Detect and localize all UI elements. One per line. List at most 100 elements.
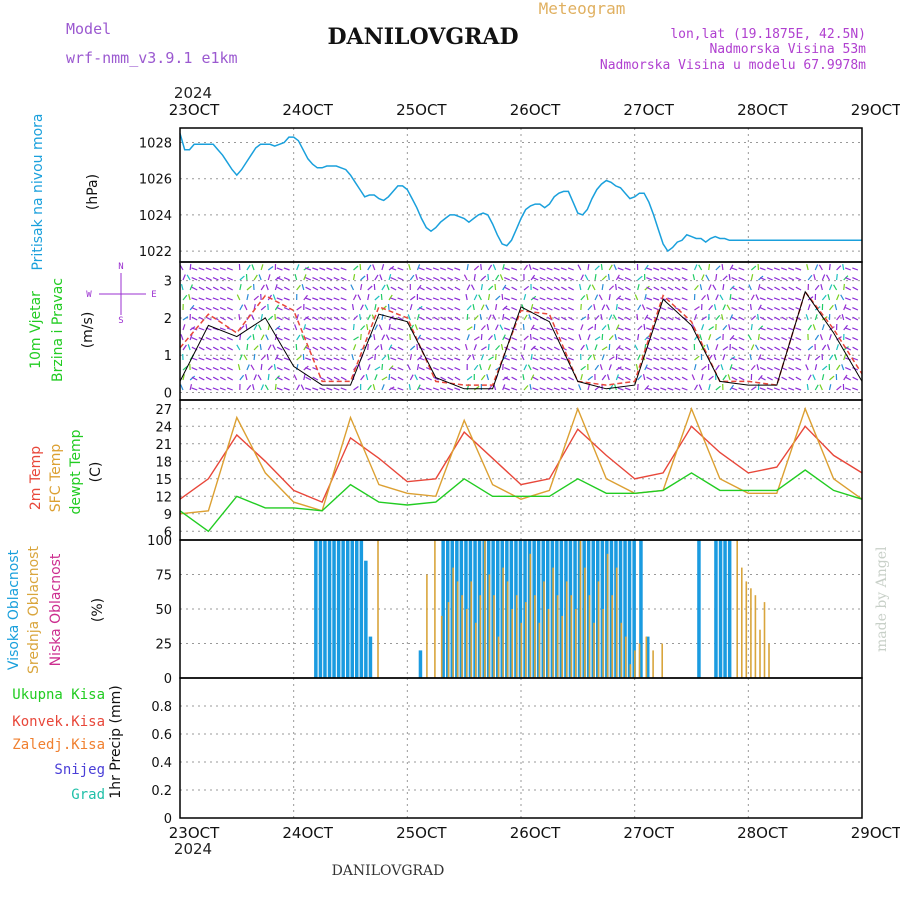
wind-arrow xyxy=(374,295,380,301)
wind-arrow xyxy=(226,277,233,281)
wind-arrow xyxy=(539,307,546,311)
wind-arrow xyxy=(182,274,186,281)
wind-arrow xyxy=(312,267,319,271)
wind-arrow xyxy=(366,323,369,331)
wind-arrow xyxy=(729,294,732,301)
wind-arrow xyxy=(750,265,757,271)
wind-arrow xyxy=(814,364,818,371)
wind-arrow xyxy=(819,334,823,341)
wind-arrow xyxy=(667,267,674,271)
wind-arrow xyxy=(305,277,312,281)
wind-arrow xyxy=(385,334,390,341)
wind-arrow xyxy=(198,367,205,371)
wind-arrow xyxy=(674,367,681,371)
wind-arrow xyxy=(265,334,269,341)
wind-arrow xyxy=(844,357,852,361)
mid-cloud-bar xyxy=(745,581,748,678)
wind-arrow xyxy=(821,294,827,301)
wind-arrow xyxy=(473,336,480,341)
temp-dewpt-line xyxy=(179,469,863,533)
wind-arrow xyxy=(807,274,813,281)
wind-arrow xyxy=(706,344,710,351)
wind-arrow xyxy=(312,307,319,311)
wind-arrow xyxy=(624,327,631,331)
wind-arrow xyxy=(390,337,397,341)
wind-arrow xyxy=(304,267,312,271)
wind-arrow xyxy=(390,277,397,281)
wind-arrow xyxy=(553,376,560,381)
wind-arrow xyxy=(480,325,486,331)
wind-arrow xyxy=(340,357,347,361)
wind-speed-line xyxy=(179,290,863,390)
high-cloud-bar xyxy=(327,540,332,678)
wind-arrow xyxy=(360,283,363,291)
wind-arrow xyxy=(587,354,592,361)
mid-cloud-bar xyxy=(579,540,582,678)
wind-arrow xyxy=(480,275,487,281)
wind-arrow xyxy=(390,286,397,291)
wind-arrow xyxy=(780,267,788,271)
wind-arrow xyxy=(667,357,674,361)
wind-arrow xyxy=(388,373,391,381)
wind-arrow xyxy=(409,374,414,381)
wind-arrow xyxy=(227,316,234,321)
wind-arrow xyxy=(754,344,759,351)
wind-arrow xyxy=(605,304,610,311)
wind-arrow xyxy=(807,296,814,301)
wind-arrow xyxy=(511,387,518,391)
wind-arrow xyxy=(283,277,290,281)
wind-arrow xyxy=(807,324,812,331)
wind-arrow xyxy=(274,383,277,391)
wind-arrow xyxy=(825,274,830,281)
wind-arrow xyxy=(780,327,788,331)
wind-arrow xyxy=(226,297,233,301)
mid-cloud-bar xyxy=(652,650,654,678)
wind-arrow xyxy=(539,297,546,301)
wind-arrow xyxy=(182,316,189,321)
wind-arrow xyxy=(653,307,660,311)
wind-arrow xyxy=(567,387,574,391)
wind-arrow xyxy=(205,346,212,351)
wind-arrow xyxy=(440,316,447,321)
wind-arrow xyxy=(205,267,212,271)
wind-arrow xyxy=(340,327,347,331)
wind-arrow xyxy=(511,357,518,361)
wind-arrow xyxy=(681,367,688,371)
wind-arrow xyxy=(594,294,599,301)
wind-arrow xyxy=(625,376,631,381)
wind-arrow xyxy=(624,357,631,361)
wind-arrow xyxy=(567,307,574,311)
high-cloud-bar xyxy=(450,540,454,678)
wind-arrow xyxy=(425,297,432,301)
wind-arrow xyxy=(219,307,226,311)
high-cloud-bar xyxy=(509,540,514,678)
wind-arrow xyxy=(418,337,425,341)
wind-arrow xyxy=(814,384,819,391)
wind-arrow xyxy=(546,286,553,291)
wind-arrow xyxy=(834,354,838,361)
wind-arrow xyxy=(352,294,357,301)
wind-arrow xyxy=(390,367,397,371)
wind-arrow xyxy=(766,387,773,391)
wind-arrow xyxy=(243,304,248,311)
y-tick-label: 0.4 xyxy=(151,756,172,771)
wind-arrow xyxy=(600,313,603,321)
wind-arrow xyxy=(479,364,482,371)
wind-arrow xyxy=(852,277,859,281)
wind-arrow xyxy=(439,387,447,391)
wind-arrow xyxy=(840,294,845,301)
wind-arrow xyxy=(276,387,283,391)
wind-arrow xyxy=(511,346,518,351)
wind-arrow xyxy=(731,357,738,361)
wind-arrow xyxy=(454,357,461,361)
high-cloud-bar xyxy=(496,540,500,678)
wind-arrow xyxy=(494,353,497,361)
wind-arrow xyxy=(523,343,526,351)
wind-arrow xyxy=(828,354,834,361)
wind-arrow xyxy=(843,346,849,351)
wind-arrow xyxy=(408,383,411,391)
wind-arrow xyxy=(243,354,248,361)
wind-arrow xyxy=(828,284,833,291)
watermark: made by Angel xyxy=(874,546,890,652)
